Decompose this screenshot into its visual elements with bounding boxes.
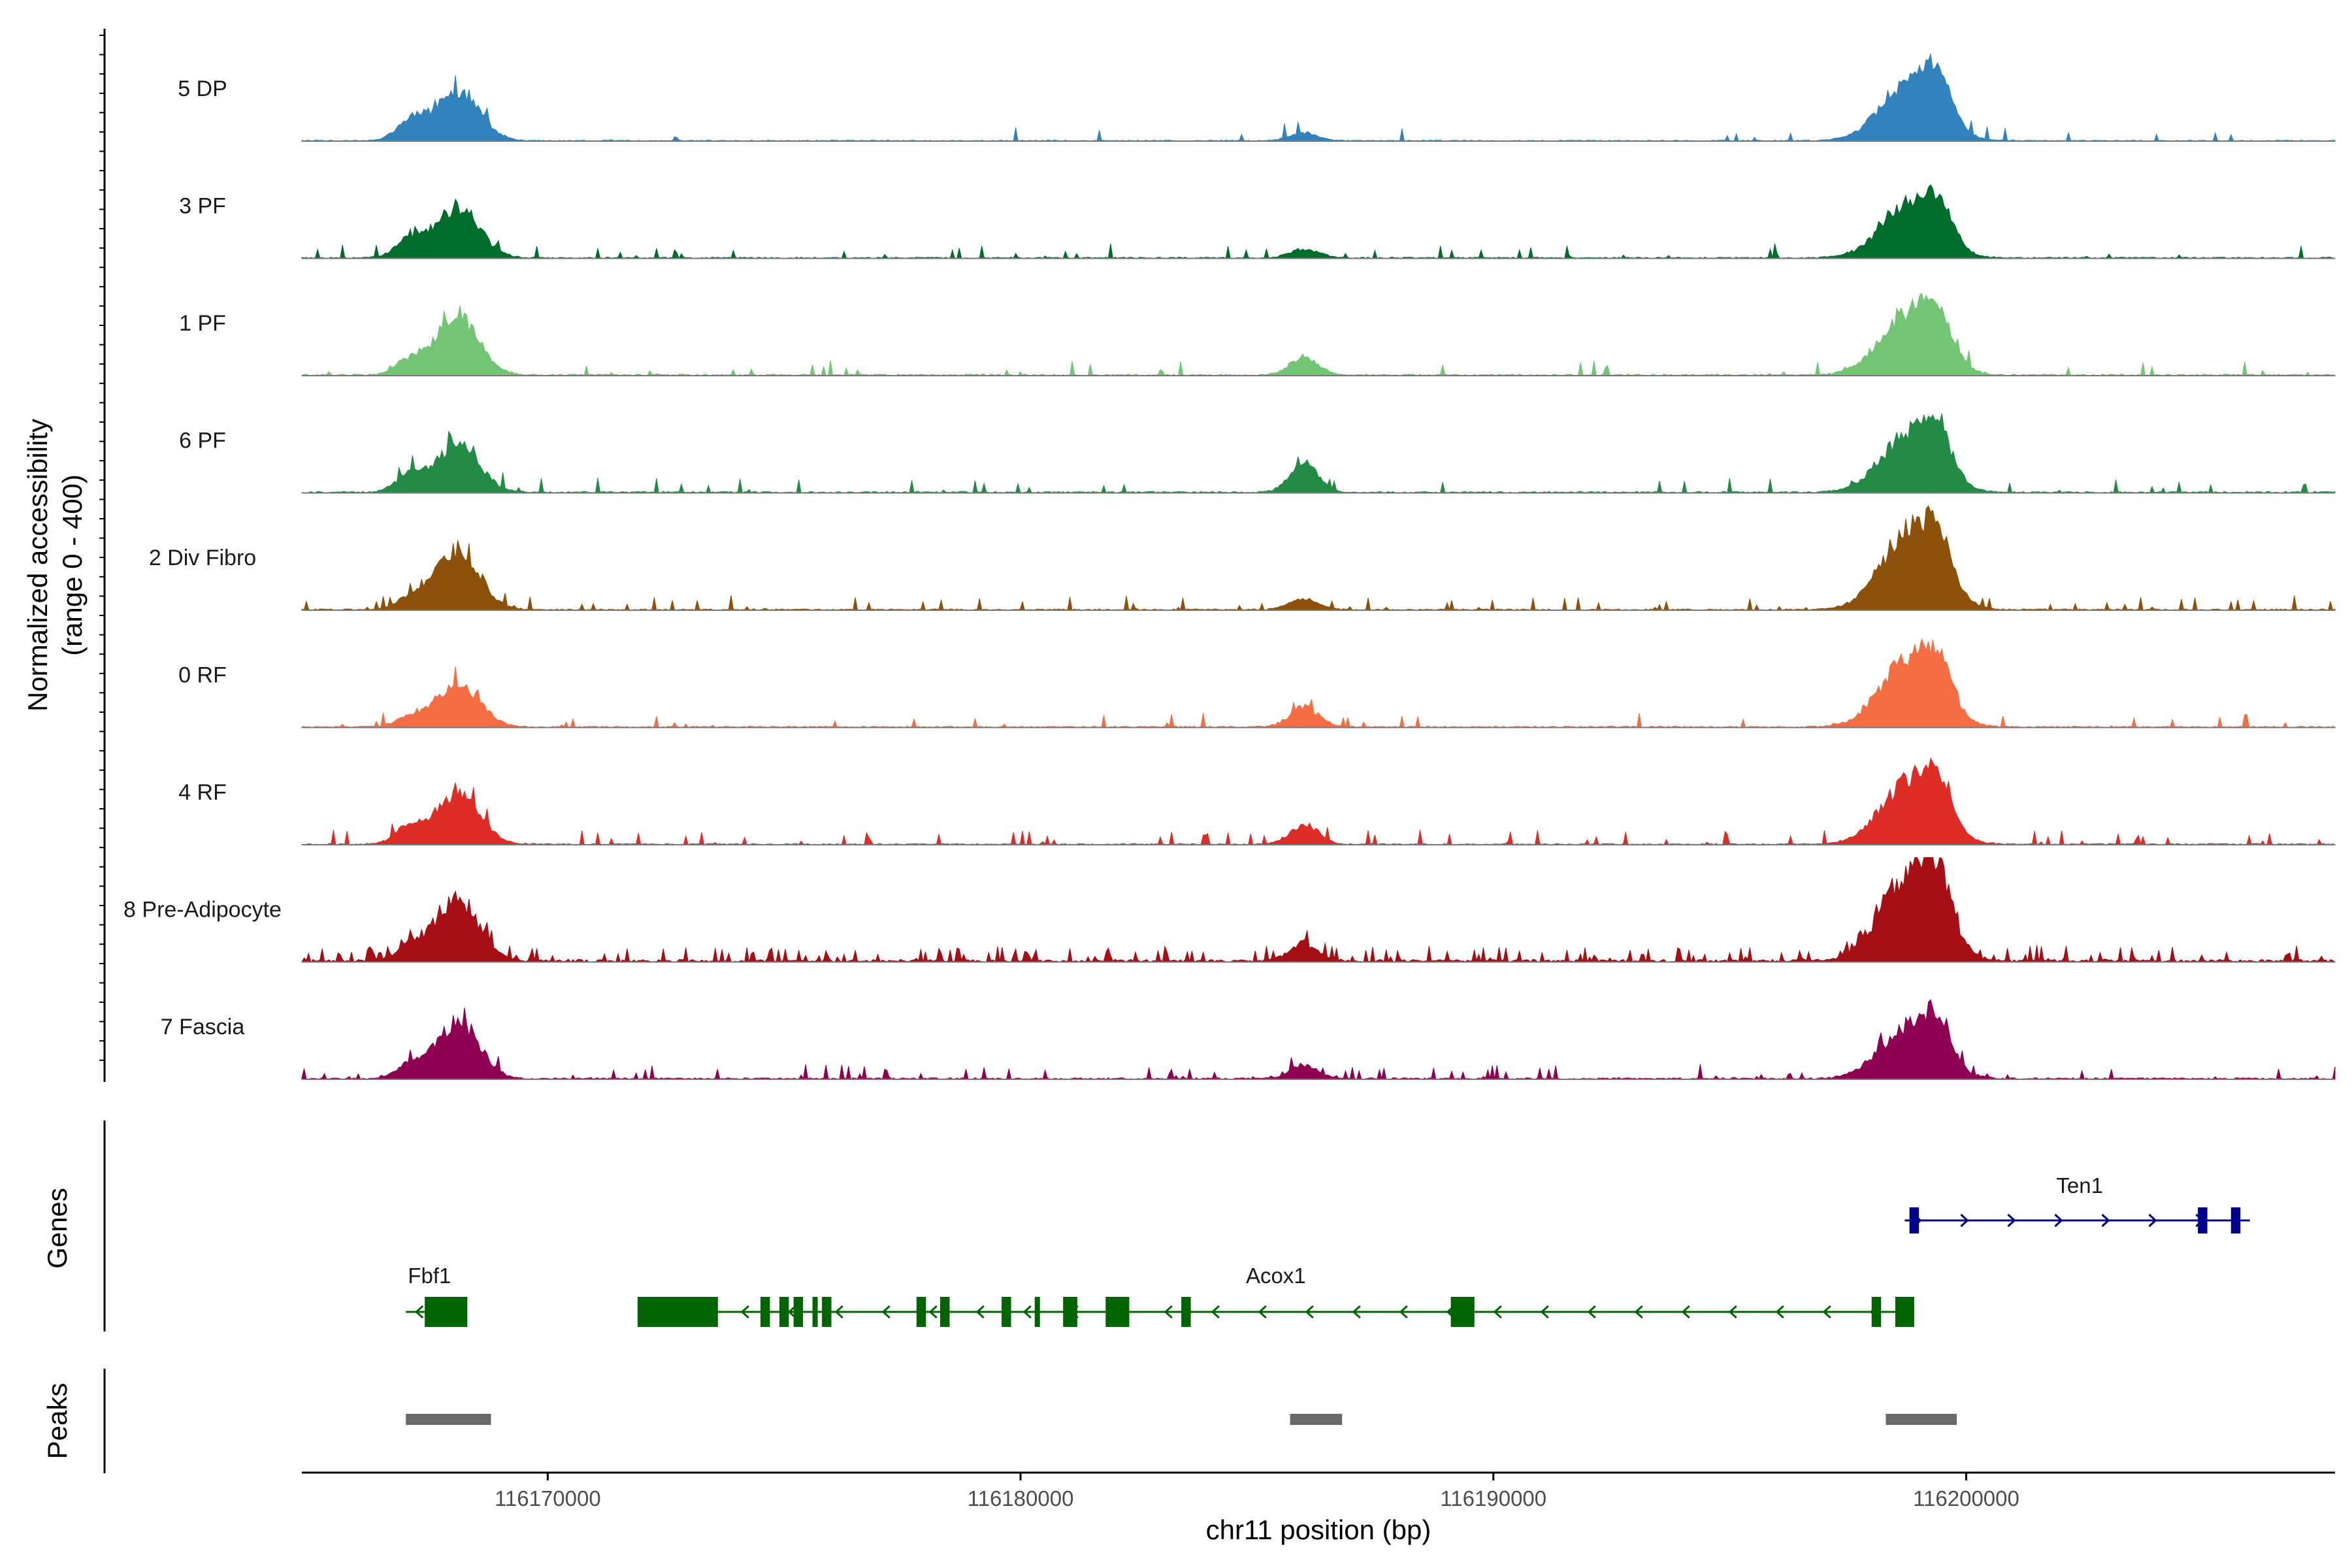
strand-arrow-icon: [1775, 1305, 1784, 1319]
gene-acox1: Acox1: [637, 1264, 1914, 1327]
y-axis-title-line2: (range 0 - 400): [57, 474, 88, 656]
gene-label: Fbf1: [408, 1264, 451, 1288]
strand-arrow-icon: [1540, 1305, 1549, 1319]
gene-annotation-panel: Fbf1 Acox1 Ten1: [406, 1173, 2250, 1327]
gene-exon: [2230, 1207, 2241, 1233]
gene-exon: [1105, 1297, 1130, 1327]
strand-arrow-icon: [881, 1305, 890, 1319]
gene-fbf1: Fbf1: [406, 1264, 468, 1327]
strand-arrow-icon: [834, 1305, 843, 1319]
track-2-div-fibro: 2 Div Fibro: [149, 504, 2336, 611]
gene-exon: [760, 1297, 770, 1327]
track-label: 3 PF: [179, 194, 226, 219]
gene-exon: [1034, 1297, 1040, 1327]
strand-arrow-icon: [1352, 1305, 1361, 1319]
track-label: 5 DP: [178, 76, 227, 101]
gene-exon: [1450, 1297, 1475, 1327]
y-axis-title-line1: Normalized accessibility: [22, 419, 53, 711]
peaks-panel: [406, 1414, 1957, 1425]
x-axis-ticks: 116170000 116180000 116190000 116200000: [495, 1473, 2019, 1511]
gene-exon: [2198, 1207, 2208, 1233]
strand-arrow-icon: [1634, 1305, 1643, 1319]
track-4-rf: 4 RF: [178, 757, 2336, 845]
gene-exon: [1895, 1297, 1914, 1327]
coverage-area: [301, 292, 2336, 376]
strand-arrow-icon: [1211, 1305, 1220, 1319]
strand-arrow-icon: [2054, 1213, 2063, 1228]
strand-arrow-icon: [740, 1305, 749, 1319]
strand-arrow-icon: [1305, 1305, 1314, 1319]
strand-arrow-icon: [1822, 1305, 1831, 1319]
gene-ten1: Ten1: [1904, 1173, 2250, 1233]
strand-arrow-icon: [1728, 1305, 1737, 1319]
strand-arrow-icon: [2101, 1213, 2110, 1228]
gene-exon: [822, 1297, 832, 1327]
gene-exon: [779, 1297, 789, 1327]
strand-arrow-icon: [1164, 1305, 1173, 1319]
gene-exon: [812, 1297, 818, 1327]
coverage-area: [301, 757, 2336, 845]
gene-label: Ten1: [2056, 1173, 2103, 1198]
track-0-rf: 0 RF: [178, 638, 2336, 728]
gene-exon: [916, 1297, 926, 1327]
gene-exon: [793, 1297, 804, 1327]
strand-arrow-icon: [1681, 1305, 1690, 1319]
track-3-pf: 3 PF: [179, 184, 2336, 259]
strand-arrow-icon: [1258, 1305, 1267, 1319]
genes-panel-label: Genes: [42, 1188, 73, 1269]
gene-exon: [1002, 1297, 1011, 1327]
strand-arrow-icon: [2148, 1213, 2157, 1228]
gene-exon: [1181, 1297, 1191, 1327]
track-8-pre-adipocyte: 8 Pre-Adipocyte: [123, 857, 2336, 964]
track-label: 1 PF: [179, 311, 226, 336]
strand-arrow-icon: [2007, 1213, 2016, 1228]
gene-exon: [637, 1297, 718, 1327]
track-label: 6 PF: [179, 429, 226, 453]
strand-arrow-icon: [1399, 1305, 1408, 1319]
track-6-pf: 6 PF: [179, 413, 2336, 494]
gene-exon: [1063, 1297, 1077, 1327]
coverage-area: [301, 413, 2336, 494]
strand-arrow-icon: [928, 1305, 938, 1319]
x-axis-title: chr11 position (bp): [1206, 1514, 1431, 1545]
gene-exon: [1909, 1207, 1919, 1233]
coverage-area: [301, 857, 2336, 964]
gene-exon: [1871, 1297, 1882, 1327]
peaks-panel-label: Peaks: [42, 1383, 73, 1460]
track-label: 4 RF: [178, 780, 227, 805]
x-axis-tick-label: 116200000: [1913, 1486, 2019, 1511]
coverage-tracks: 5 DP 3 PF 1 PF 6 PF 2 Div Fibro 0 RF 4 RF 8 Pre…: [123, 54, 2336, 1080]
peak-region: [406, 1414, 491, 1425]
track-5-dp: 5 DP: [178, 54, 2336, 142]
track-7-fascia: 7 Fascia: [161, 999, 2336, 1080]
strand-arrow-icon: [414, 1305, 424, 1319]
peak-region: [1886, 1414, 1957, 1425]
x-axis-tick-label: 116190000: [1440, 1486, 1546, 1511]
strand-arrow-icon: [1960, 1213, 1969, 1228]
coverage-y-axis-ticks: [99, 35, 105, 1061]
strand-arrow-icon: [787, 1305, 796, 1319]
x-axis-tick-label: 116180000: [968, 1486, 1074, 1511]
gene-label: Acox1: [1246, 1264, 1306, 1288]
gene-exon: [425, 1297, 468, 1327]
track-label: 0 RF: [178, 663, 227, 688]
track-label: 7 Fascia: [161, 1015, 245, 1039]
track-1-pf: 1 PF: [179, 292, 2336, 376]
peak-region: [1290, 1414, 1343, 1425]
strand-arrow-icon: [1587, 1305, 1596, 1319]
track-label: 2 Div Fibro: [149, 546, 256, 570]
strand-arrow-icon: [1493, 1305, 1502, 1319]
x-axis-tick-label: 116170000: [495, 1486, 601, 1511]
strand-arrow-icon: [1022, 1305, 1032, 1319]
strand-arrow-icon: [975, 1305, 985, 1319]
gene-exon: [940, 1297, 950, 1327]
track-label: 8 Pre-Adipocyte: [123, 898, 282, 923]
